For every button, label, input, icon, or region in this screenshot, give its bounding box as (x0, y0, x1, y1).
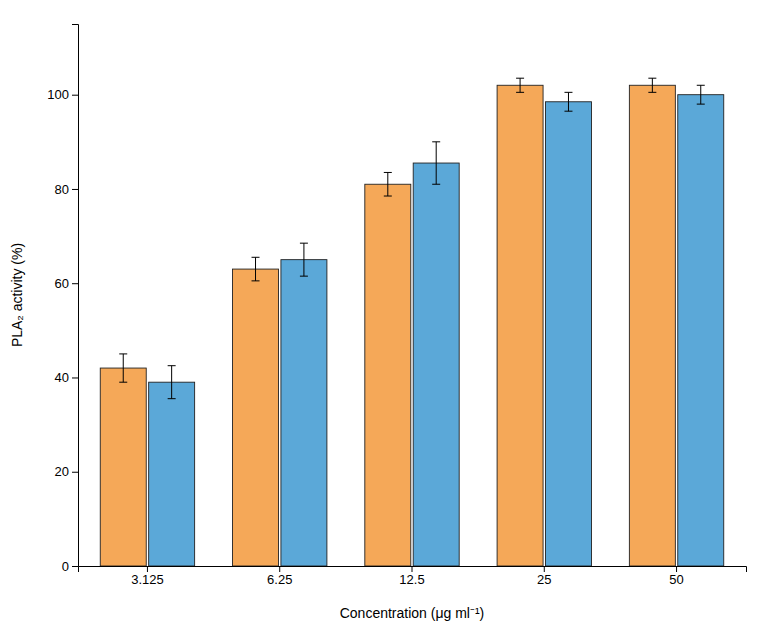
bar (281, 260, 327, 566)
bar (413, 163, 459, 566)
tick: 100 (47, 87, 78, 102)
tick-mark (676, 566, 677, 572)
tick-mark (72, 566, 78, 567)
tick: 12.5 (399, 566, 424, 587)
bar (233, 269, 279, 566)
tick-mark (72, 377, 78, 378)
series (100, 78, 675, 566)
tick: 6.25 (267, 566, 292, 587)
tick-mark (72, 95, 78, 96)
tick-mark (72, 189, 78, 190)
tick-label: 20 (55, 464, 69, 479)
tick-label: 6.25 (267, 572, 292, 587)
tick-label: 80 (55, 182, 69, 197)
tick-label: 3.125 (131, 572, 164, 587)
tick-label: 60 (55, 276, 69, 291)
tick-mark (147, 566, 148, 572)
tick-label: 50 (669, 572, 683, 587)
bar (678, 95, 724, 566)
tick-mark (72, 283, 78, 284)
error-bar (432, 142, 440, 184)
tick: 40 (55, 370, 78, 385)
tick-label: 40 (55, 370, 69, 385)
tick: 0 (62, 559, 78, 574)
error-bar (384, 172, 392, 196)
tick-label: 25 (537, 572, 551, 587)
error-bar (300, 243, 308, 276)
error-bar (648, 78, 656, 92)
error-bar (564, 92, 572, 111)
error-bar (252, 257, 260, 281)
tick-label: 100 (47, 87, 69, 102)
tick: 80 (55, 182, 78, 197)
tick: 20 (55, 464, 78, 479)
tick: 50 (669, 566, 683, 587)
chart: 3.125 6.25 12.5 25 50 0 20 40 60 80 100 Concentrati… (0, 0, 770, 638)
error-bar (119, 354, 127, 382)
bar (365, 184, 411, 566)
error-bar (697, 85, 705, 104)
y-axis-title: PLA₂ activity (%) (9, 243, 25, 347)
error-bar (168, 366, 176, 399)
tick-mark (72, 472, 78, 473)
x-axis: 3.125 6.25 12.5 25 50 (79, 566, 747, 587)
error-bar (516, 78, 524, 92)
axis-line (72, 25, 79, 567)
tick: 25 (537, 566, 551, 587)
bar (149, 382, 195, 566)
x-axis-title: Concentration (μg ml⁻¹) (340, 605, 485, 621)
tick-label: 0 (62, 559, 69, 574)
tick: 3.125 (131, 566, 164, 587)
tick-mark (412, 566, 413, 572)
bar (100, 368, 146, 566)
bar (545, 102, 591, 566)
tick-mark (279, 566, 280, 572)
tick-label: 12.5 (399, 572, 424, 587)
series (149, 85, 724, 566)
tick-mark (544, 566, 545, 572)
bar (497, 85, 543, 566)
y-axis: 0 20 40 60 80 100 (47, 25, 78, 574)
axis-line (79, 567, 747, 573)
bar (629, 85, 675, 566)
plot-area (100, 78, 723, 566)
tick: 60 (55, 276, 78, 291)
